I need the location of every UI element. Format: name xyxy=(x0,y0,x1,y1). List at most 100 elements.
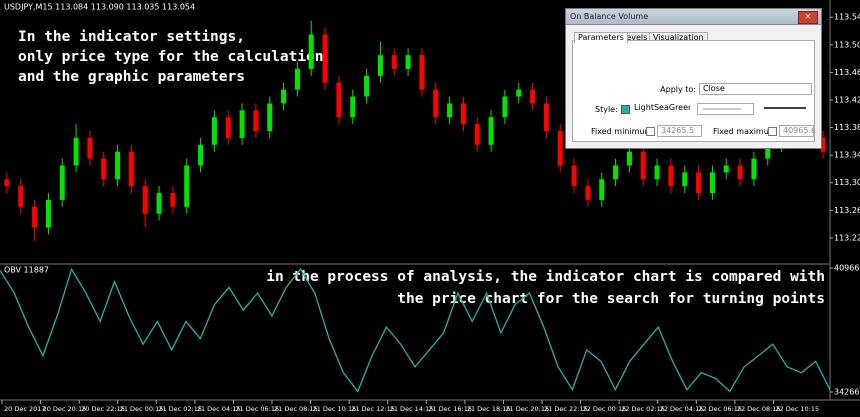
color-swatch xyxy=(621,105,630,114)
candle-body xyxy=(198,144,204,166)
annotation: In the indicator settings, xyxy=(18,29,245,45)
y-tick-label: 113.305 xyxy=(834,178,860,187)
candle-body xyxy=(128,151,134,187)
close-button[interactable]: ✕ xyxy=(798,11,818,24)
candle-body xyxy=(516,89,522,97)
line-sample xyxy=(703,108,741,110)
time-label: 21 Dec 16:15 xyxy=(428,405,472,413)
time-label: 20 Dec 22:15 xyxy=(81,405,125,413)
dropdown[interactable]: LightSeaGreen xyxy=(634,103,690,112)
tab[interactable]: Visualization xyxy=(649,32,708,42)
candle-body xyxy=(585,186,591,200)
time-label: 21 Dec 22:15 xyxy=(544,405,588,413)
line-width-dropdown[interactable] xyxy=(759,103,812,113)
field-label: Fixed minimum xyxy=(591,127,653,136)
time-label: 20 Dec 20:15 xyxy=(43,405,87,413)
time-label: 21 Dec 20:15 xyxy=(505,405,549,413)
candle-body xyxy=(654,165,660,180)
time-label: 21 Dec 06:15 xyxy=(235,405,279,413)
candle-body xyxy=(626,151,632,166)
candle-body xyxy=(32,206,38,228)
dialog-title: On Balance Volume xyxy=(566,9,821,25)
time-label: 21 Dec 02:15 xyxy=(158,405,202,413)
candle-body xyxy=(737,165,743,180)
candle-body xyxy=(322,34,328,83)
y-tick-label: 113.345 xyxy=(834,151,860,160)
candle-body xyxy=(474,124,480,145)
y-tick-label: 113.265 xyxy=(834,206,860,215)
y-tick-label: 113.425 xyxy=(834,95,860,104)
candle-body xyxy=(364,75,370,97)
annotation: the price chart for the search for turni… xyxy=(397,291,825,307)
candle-body xyxy=(4,179,10,187)
candle-body xyxy=(682,172,688,187)
candle-body xyxy=(613,165,619,180)
candle-body xyxy=(751,158,757,180)
candle-body xyxy=(170,193,176,207)
time-label: 21 Dec 04:15 xyxy=(197,405,241,413)
candle-body xyxy=(156,193,162,214)
candle-body xyxy=(294,68,300,90)
dropdown[interactable]: Close xyxy=(699,83,812,95)
candle-body xyxy=(281,89,287,104)
candle-body xyxy=(820,137,826,152)
candle-body xyxy=(502,96,508,118)
symbol-info: USDJPY,M15 113.084 113.090 113.035 113.0… xyxy=(4,3,195,12)
candle-body xyxy=(668,165,674,187)
y-tick-label: 113.505 xyxy=(834,40,860,49)
candle-body xyxy=(709,172,715,194)
annotation: only price type for the calculation xyxy=(18,49,324,65)
candle-body xyxy=(87,137,93,159)
candle-body xyxy=(557,131,563,166)
candle-body xyxy=(45,199,51,228)
time-label: 22 Dec 06:15 xyxy=(698,405,742,413)
field-label: Fixed maximum xyxy=(713,127,777,136)
candle-body xyxy=(253,110,259,131)
candle-body xyxy=(405,55,411,69)
indicator-dialog: On Balance Volume ✕ Parameters Levels Vi… xyxy=(565,8,822,149)
candle-body xyxy=(336,82,342,118)
candle-body xyxy=(640,151,646,180)
candle-body xyxy=(142,186,148,214)
time-label: 22 Dec 10:15 xyxy=(775,405,819,413)
time-label: 21 Dec 18:15 xyxy=(467,405,511,413)
line-style-dropdown[interactable] xyxy=(697,103,754,115)
candle-body xyxy=(225,117,231,138)
candle-body xyxy=(460,103,466,125)
candle-body xyxy=(211,117,217,145)
time-label: 22 Dec 08:15 xyxy=(737,405,781,413)
candle-body xyxy=(18,186,24,207)
candle-body xyxy=(377,55,383,76)
candle-body xyxy=(350,96,356,118)
candle-body xyxy=(723,165,729,173)
checkbox[interactable] xyxy=(768,127,777,136)
annotation: and the graphic parameters xyxy=(18,69,245,85)
annotation: in the process of analysis, the indicato… xyxy=(266,269,825,285)
candle-body xyxy=(184,165,190,207)
field-label: Style: xyxy=(595,105,618,114)
y-tick-label: 113.225 xyxy=(834,233,860,242)
candle-body xyxy=(308,34,314,69)
candle-body xyxy=(765,144,771,159)
time-label: 21 Dec 00:15 xyxy=(120,405,164,413)
indicator-title: OBV 11887 xyxy=(4,266,49,275)
candle-body xyxy=(530,89,536,104)
candle-body xyxy=(433,89,439,118)
candle-body xyxy=(391,55,397,69)
checkbox[interactable] xyxy=(646,127,655,136)
y-tick-label: 40966 xyxy=(834,264,859,273)
candle-body xyxy=(267,103,273,131)
candle-body xyxy=(488,117,494,145)
candle-body xyxy=(239,110,245,138)
time-label: 22 Dec 00:15 xyxy=(583,405,627,413)
time-label: 20 Dec 2017 xyxy=(4,405,46,413)
candle-body xyxy=(447,103,453,118)
tab[interactable]: Parameters xyxy=(574,32,628,43)
y-tick-label: 113.545 xyxy=(834,13,860,22)
time-label: 21 Dec 10:15 xyxy=(313,405,357,413)
input[interactable]: 34265.5 xyxy=(657,125,702,137)
candle-body xyxy=(73,137,79,166)
input[interactable]: 40965.6 xyxy=(779,125,814,137)
time-label: 21 Dec 12:15 xyxy=(351,405,395,413)
